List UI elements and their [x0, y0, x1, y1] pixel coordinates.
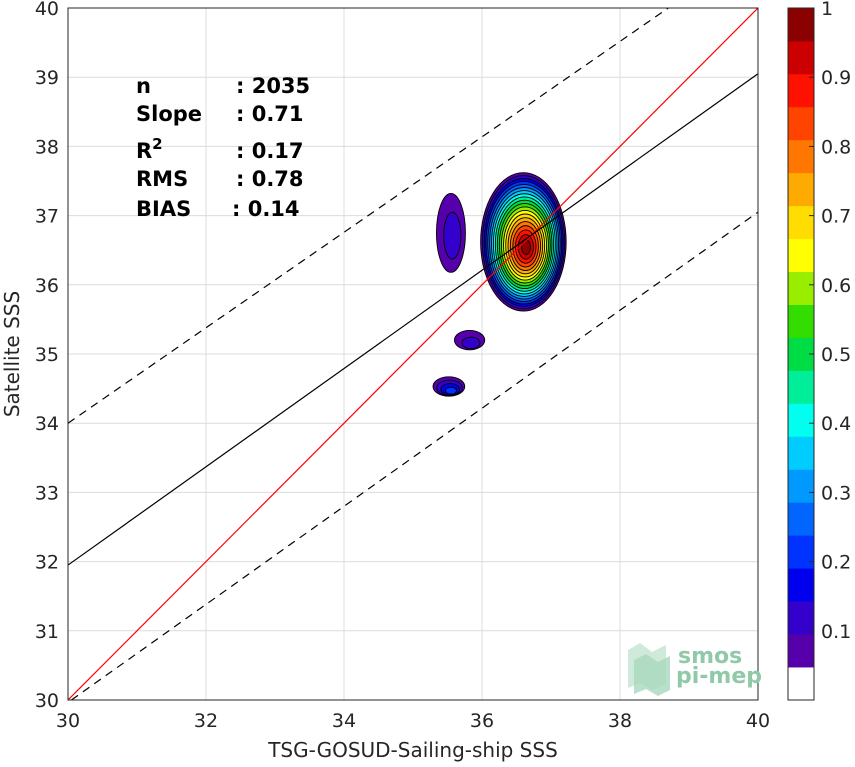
colorbar-tick-label-5: 0.6	[821, 275, 851, 297]
y-tick-label-3: 33	[35, 482, 59, 504]
y-tick-label-7: 37	[35, 206, 59, 228]
logo-line-1: smos	[678, 644, 742, 669]
y-axis-label: Satellite SSS	[0, 291, 24, 417]
stat-label-3: RMS	[136, 167, 188, 191]
y-tick-label-8: 38	[35, 136, 59, 158]
colorbar-tick-label-4: 0.5	[821, 344, 851, 366]
x-tick-label-4: 38	[608, 710, 632, 732]
colorbar-segment-4	[788, 535, 814, 569]
x-tick-labels: 30 32 34 36 38 40	[56, 710, 770, 732]
stat-value-4: : 0.14	[232, 197, 300, 221]
line-fit-plus	[68, 8, 669, 424]
colorbar-segment-11	[788, 304, 814, 338]
colorbar-tick-label-2: 0.3	[821, 482, 851, 504]
stat-value-0: : 2035	[236, 74, 310, 98]
line-fit-minus	[71, 211, 758, 700]
colorbar-tick-label-7: 0.8	[821, 136, 851, 158]
colorbar-segment-6	[788, 469, 814, 503]
density-level-0-20	[521, 239, 531, 255]
colorbar-segment-16	[788, 139, 814, 174]
colorbar-tick-label-8: 0.9	[821, 67, 851, 89]
colorbar-segment-19	[788, 40, 814, 75]
colorbar-tick-label-3: 0.4	[821, 413, 851, 435]
logo-line-2: pi-mep	[676, 664, 762, 689]
smos-pi-mep-logo: smos pi-mep	[628, 643, 762, 696]
colorbar-segment-17	[788, 106, 814, 141]
x-axis-label: TSG-GOSUD-Sailing-ship SSS	[267, 738, 558, 762]
colorbar-segment-7	[788, 436, 814, 470]
x-tick-label-3: 36	[470, 710, 494, 732]
colorbar-segment-14	[788, 205, 814, 240]
colorbar-segment-3	[788, 568, 814, 602]
reference-lines	[68, 8, 758, 700]
x-tick-label-0: 30	[56, 710, 80, 732]
colorbar-segment-8	[788, 403, 814, 437]
y-tick-labels: 30 31 32 33 34 35 36 37 38 39 40	[35, 0, 59, 712]
colorbar-tick-label-9: 1	[821, 0, 833, 20]
colorbar-segment-18	[788, 73, 814, 108]
line-one-to-one	[68, 8, 758, 700]
x-tick-label-1: 32	[194, 710, 218, 732]
y-tick-label-0: 30	[35, 690, 59, 712]
colorbar-tick-labels: 0.1 0.2 0.3 0.4 0.5 0.6 0.7 0.8 0.9 1	[821, 0, 851, 643]
y-tick-label-9: 39	[35, 67, 59, 89]
colorbar-segment-0	[788, 667, 814, 701]
logo-wave-icon-2	[634, 654, 670, 696]
y-tick-label-5: 35	[35, 344, 59, 366]
stat-label-1: Slope	[136, 102, 202, 126]
colorbar-tick-label-0: 0.1	[821, 621, 851, 643]
colorbar-segment-9	[788, 370, 814, 404]
x-tick-label-5: 40	[746, 710, 770, 732]
stat-value-2: : 0.17	[236, 139, 304, 163]
y-tick-label-4: 34	[35, 413, 59, 435]
y-tick-label-6: 36	[35, 275, 59, 297]
density-level-3-4	[444, 386, 458, 395]
colorbar-segment-20	[788, 8, 814, 42]
stat-value-3: : 0.78	[236, 167, 304, 191]
colorbar-segment-12	[788, 271, 814, 305]
stat-value-1: : 0.71	[236, 102, 304, 126]
colorbar-segment-5	[788, 502, 814, 536]
stat-label-4: BIAS	[136, 197, 191, 221]
colorbar-tick-label-1: 0.2	[821, 552, 851, 574]
colorbar-tick-label-6: 0.7	[821, 206, 851, 228]
y-tick-label-2: 32	[35, 552, 59, 574]
colorbar	[787, 7, 815, 701]
plot-frame	[67, 7, 759, 701]
density-level-2-2	[461, 336, 481, 350]
colorbar-segment-2	[788, 601, 814, 635]
density-contours	[432, 172, 567, 397]
line-fit	[68, 73, 758, 566]
y-tick-label-10: 40	[35, 0, 59, 20]
colorbar-segment-13	[788, 238, 814, 273]
x-tick-label-2: 34	[332, 710, 356, 732]
y-tick-label-1: 31	[35, 621, 59, 643]
stat-label-0: n	[136, 74, 151, 98]
density-level-1-2	[443, 211, 462, 260]
grid	[68, 8, 758, 700]
colorbar-segment-15	[788, 172, 814, 207]
colorbar-segment-1	[788, 634, 814, 668]
